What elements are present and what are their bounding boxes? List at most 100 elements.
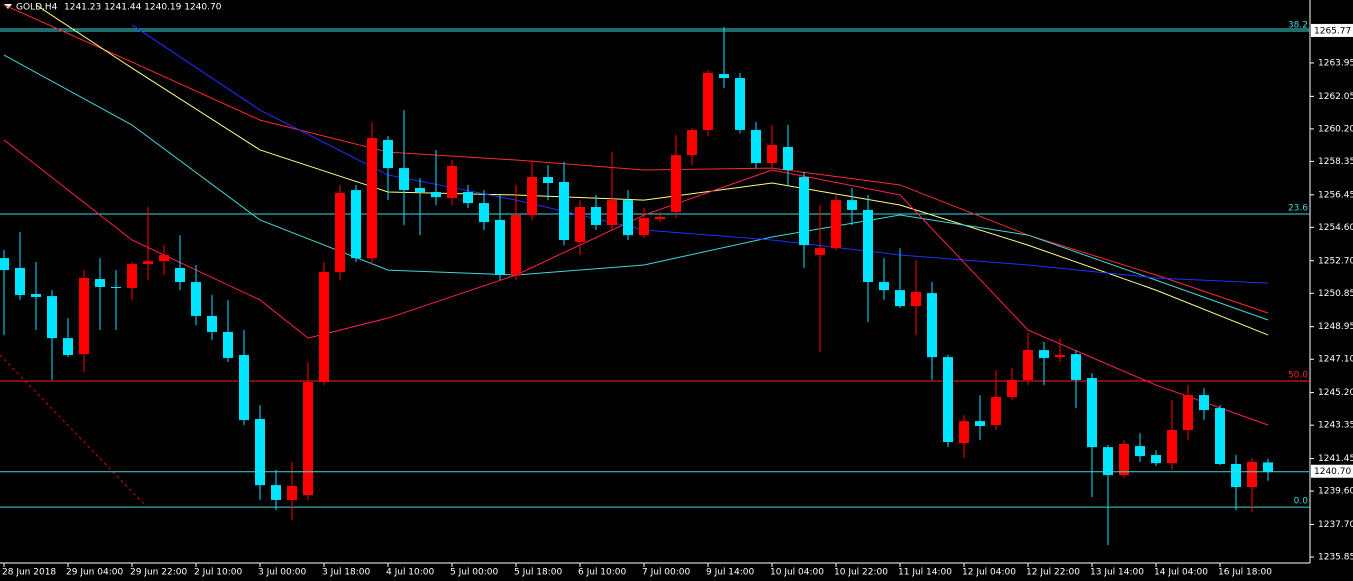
moving-average (35, 4, 1269, 336)
x-tick-label: 12 Jul 22:00 (1026, 568, 1080, 578)
candle-body (511, 215, 521, 275)
candle-body (975, 421, 985, 427)
candle-body (1215, 408, 1225, 465)
candle-body (815, 248, 825, 255)
candle-body (1119, 443, 1129, 476)
candle-body (751, 129, 761, 163)
y-tick-label: 1258.35 (1318, 157, 1353, 167)
candle-body (527, 177, 537, 216)
candle-body (495, 219, 505, 275)
candle-body (927, 293, 937, 358)
candle-body (767, 145, 777, 163)
y-tick-label: 1260.20 (1318, 124, 1353, 134)
candle-body (719, 74, 729, 79)
candle-body (335, 193, 345, 273)
x-tick-label: 16 Jul 18:00 (1218, 568, 1272, 578)
x-tick-label: 12 Jul 04:00 (962, 568, 1016, 578)
y-tick-label: 1241.45 (1318, 454, 1353, 464)
candle-body (0, 258, 9, 271)
x-tick-label: 9 Jul 14:00 (706, 568, 755, 578)
y-tick-label: 1239.60 (1318, 487, 1353, 497)
x-tick-label: 4 Jul 10:00 (386, 568, 435, 578)
candle-body (1151, 455, 1161, 464)
candle-body (1007, 379, 1017, 398)
candle-body (1263, 462, 1273, 472)
x-tick-label: 6 Jul 10:00 (578, 568, 627, 578)
y-tick-label: 1243.35 (1318, 421, 1353, 431)
candle-body (239, 354, 249, 421)
y-tick-label: 1235.85 (1318, 553, 1353, 563)
candle-body (127, 264, 137, 289)
x-tick-label: 28 Jun 2018 (2, 568, 56, 578)
bid-box (1311, 464, 1353, 478)
y-tick-label: 1237.70 (1318, 520, 1353, 530)
x-tick-label: 5 Jul 00:00 (450, 568, 499, 578)
candle-body (655, 216, 665, 220)
candle-body (1135, 446, 1145, 457)
trend-line (0, 354, 146, 506)
candle-body (191, 282, 201, 316)
candle-body (271, 485, 281, 501)
x-tick-label: 29 Jun 04:00 (66, 568, 123, 578)
moving-average (131, 24, 1269, 284)
candle-body (895, 290, 905, 307)
candle-body (959, 421, 969, 444)
candle-body (1023, 350, 1033, 380)
x-tick-label: 13 Jul 14:00 (1090, 568, 1144, 578)
candle-body (623, 200, 633, 236)
x-tick-label: 5 Jul 18:00 (514, 568, 563, 578)
y-tick-label: 1245.20 (1318, 388, 1353, 398)
candle-body (1183, 395, 1193, 431)
candle-body (1231, 464, 1241, 488)
candle-body (1199, 395, 1209, 411)
candle-body (639, 218, 649, 236)
candle-body (1087, 378, 1097, 448)
candle-body (943, 357, 953, 443)
candle-body (831, 200, 841, 249)
candle-body (991, 397, 1001, 425)
candle-body (447, 165, 457, 198)
level-label: 50.0 (1288, 371, 1308, 381)
candle-body (863, 209, 873, 283)
candle-body (367, 138, 377, 259)
y-tick-label: 1252.70 (1318, 256, 1353, 266)
candle-body (543, 177, 553, 184)
candle-body (687, 129, 697, 156)
candle-body (351, 190, 361, 259)
x-tick-label: 3 Jul 00:00 (258, 568, 307, 578)
candle-body (255, 418, 265, 486)
x-tick-label: 3 Jul 18:00 (322, 568, 371, 578)
y-tick-label: 1247.10 (1318, 355, 1353, 365)
candle-body (575, 206, 585, 242)
candle-body (383, 139, 393, 169)
price-box-label: 1265.77 (1314, 26, 1351, 36)
y-tick-label: 1262.05 (1318, 92, 1353, 102)
candle-body (111, 286, 121, 289)
candle-body (319, 272, 329, 383)
candle-body (303, 382, 313, 496)
candle-body (415, 187, 425, 193)
candle-body (591, 206, 601, 226)
candle-body (735, 78, 745, 130)
candle-body (1167, 430, 1177, 464)
candle-body (399, 168, 409, 191)
x-tick-label: 10 Jul 04:00 (770, 568, 824, 578)
candle-body (223, 331, 233, 358)
bid-label: 1240.70 (1314, 467, 1351, 477)
level-label: 0.0 (1294, 497, 1309, 507)
candle-body (879, 282, 889, 291)
y-tick-label: 1263.95 (1318, 58, 1353, 68)
y-tick-label: 1250.85 (1318, 289, 1353, 299)
candle-body (431, 192, 441, 198)
moving-average (3, 54, 1269, 321)
candle-body (1055, 354, 1065, 358)
y-tick-label: 1254.60 (1318, 223, 1353, 233)
chart-title: GOLD,H4 (16, 3, 58, 13)
candle-body (63, 338, 73, 355)
candle-body (287, 485, 297, 501)
candle-body (607, 200, 617, 226)
x-tick-label: 7 Jul 00:00 (642, 568, 691, 578)
candle-body (79, 277, 89, 355)
level-label: 23.6 (1288, 203, 1308, 213)
